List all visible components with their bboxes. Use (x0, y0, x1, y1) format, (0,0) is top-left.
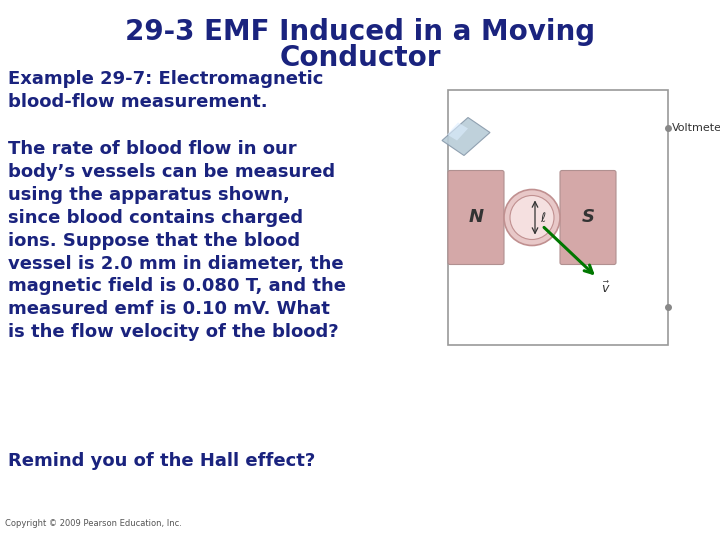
Bar (448, 90, 668, 345)
Polygon shape (447, 123, 468, 140)
FancyBboxPatch shape (560, 171, 616, 265)
Text: Conductor: Conductor (279, 44, 441, 72)
Text: The rate of blood flow in our
body’s vessels can be measured
using the apparatus: The rate of blood flow in our body’s ves… (8, 140, 346, 341)
Text: Voltmeter: Voltmeter (672, 123, 720, 133)
Text: Copyright © 2009 Pearson Education, Inc.: Copyright © 2009 Pearson Education, Inc. (5, 519, 182, 528)
Text: $\vec{v}$: $\vec{v}$ (601, 280, 611, 296)
Text: S: S (582, 208, 595, 226)
Circle shape (510, 195, 554, 240)
Text: $\ell$: $\ell$ (540, 211, 546, 225)
Polygon shape (442, 118, 490, 156)
FancyBboxPatch shape (448, 171, 504, 265)
Circle shape (504, 190, 560, 246)
Text: N: N (469, 208, 484, 226)
Text: Example 29-7: Electromagnetic
blood-flow measurement.: Example 29-7: Electromagnetic blood-flow… (8, 70, 323, 111)
Text: 29-3 EMF Induced in a Moving: 29-3 EMF Induced in a Moving (125, 18, 595, 46)
Text: Remind you of the Hall effect?: Remind you of the Hall effect? (8, 452, 315, 470)
